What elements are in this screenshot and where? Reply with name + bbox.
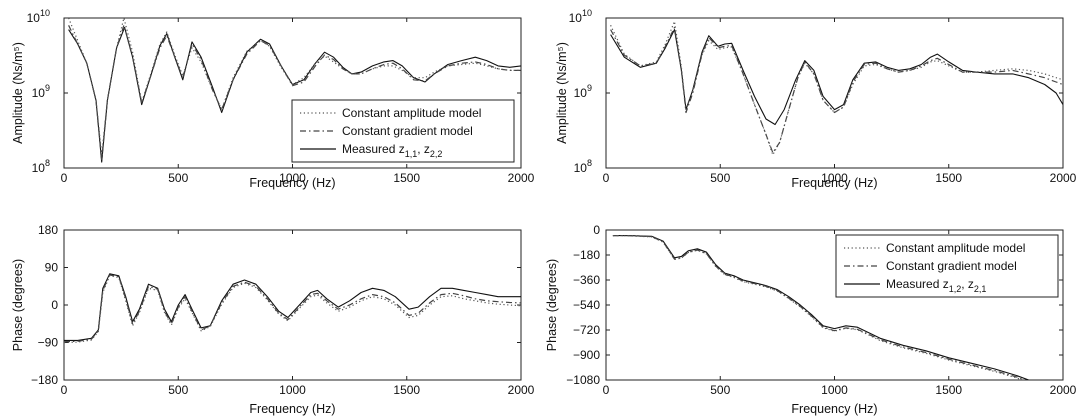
x-tick-label: 1000 bbox=[821, 171, 848, 185]
y-tick-label: −180 bbox=[31, 373, 58, 387]
y-tick-label: −720 bbox=[573, 323, 600, 337]
series-group bbox=[64, 273, 521, 344]
series-line-dotted bbox=[68, 18, 521, 156]
x-tick-label: 1500 bbox=[393, 383, 420, 397]
y-tick-label: 108 bbox=[574, 158, 592, 175]
x-tick-label: 0 bbox=[61, 171, 68, 185]
series-line-dotted bbox=[610, 20, 1063, 156]
x-axis-label: Frequency (Hz) bbox=[249, 402, 335, 416]
y-tick-label: 109 bbox=[574, 83, 592, 100]
series-line-dotted bbox=[64, 275, 521, 344]
series-line-solid bbox=[64, 273, 521, 341]
y-tick-label: −540 bbox=[573, 298, 600, 312]
x-tick-label: 2000 bbox=[1050, 383, 1077, 397]
legend-label: Constant amplitude model bbox=[342, 106, 481, 120]
chart-panel-3: 0 500 1000 1500 2000 −180 −90 0 90 180 Frequency (… bbox=[11, 223, 535, 416]
x-tick-label: 2000 bbox=[1050, 171, 1077, 185]
y-tick-label: −360 bbox=[573, 273, 600, 287]
plot-frame bbox=[605, 17, 1064, 169]
y-tick-label: 0 bbox=[593, 223, 600, 237]
y-tick-label: 109 bbox=[32, 83, 50, 100]
series-line-solid bbox=[612, 235, 1029, 380]
plot-frame bbox=[63, 229, 522, 381]
x-axis-label: Frequency (Hz) bbox=[249, 176, 335, 190]
y-tick-label: 108 bbox=[32, 158, 50, 175]
chart-panel-1: 0 500 1000 1500 2000 108 109 1010 Frequency (Hz)… bbox=[11, 8, 535, 190]
series-line-dashdot bbox=[64, 274, 521, 343]
y-axis-label: Phase (degrees) bbox=[545, 259, 559, 351]
series-group bbox=[612, 235, 1029, 380]
legend-label: Measured z1,1, z2,2 bbox=[342, 142, 442, 159]
series-group bbox=[610, 20, 1063, 156]
series-line-dotted bbox=[612, 235, 1023, 380]
x-tick-label: 0 bbox=[61, 383, 68, 397]
y-tick-label: −900 bbox=[573, 348, 600, 362]
x-tick-label: 1500 bbox=[935, 171, 962, 185]
x-axis-label: Frequency (Hz) bbox=[791, 176, 877, 190]
y-tick-label: −180 bbox=[573, 248, 600, 262]
y-tick-label: 180 bbox=[38, 223, 58, 237]
y-tick-label: 0 bbox=[51, 298, 58, 312]
x-axis-label: Frequency (Hz) bbox=[791, 402, 877, 416]
chart-panel-2: 0 500 1000 1500 2000 108 109 1010 Frequency (Hz)… bbox=[555, 8, 1077, 190]
x-tick-label: 0 bbox=[603, 383, 610, 397]
x-tick-label: 1500 bbox=[935, 383, 962, 397]
series-line-dashdot bbox=[68, 24, 521, 161]
chart-panel-4: 0 500 1000 1500 2000 0 −180 −360 −540 −720 −900 −10… bbox=[545, 223, 1077, 416]
y-axis-label: Amplitude (Ns/m⁵) bbox=[11, 42, 25, 144]
legend-label: Constant amplitude model bbox=[886, 241, 1025, 255]
x-tick-label: 2000 bbox=[508, 171, 535, 185]
series-group bbox=[68, 18, 521, 163]
x-tick-label: 0 bbox=[603, 171, 610, 185]
x-tick-label: 1000 bbox=[279, 383, 306, 397]
y-axis-label: Phase (degrees) bbox=[11, 259, 25, 351]
legend: Constant amplitude model Constant gradien… bbox=[291, 99, 515, 163]
legend-label: Constant gradient model bbox=[886, 259, 1017, 273]
x-tick-label: 2000 bbox=[508, 383, 535, 397]
y-axis-label: Amplitude (Ns/m⁵) bbox=[555, 42, 569, 144]
x-tick-label: 500 bbox=[168, 171, 188, 185]
series-line-dashdot bbox=[612, 235, 1025, 380]
y-tick-label: −1080 bbox=[566, 373, 600, 387]
x-tick-label: 1500 bbox=[393, 171, 420, 185]
x-tick-label: 500 bbox=[710, 171, 730, 185]
x-tick-label: 500 bbox=[168, 383, 188, 397]
legend: Constant amplitude model Constant gradien… bbox=[835, 234, 1059, 298]
legend-label: Measured z1,2, z2,1 bbox=[886, 277, 986, 294]
y-tick-label: 1010 bbox=[569, 8, 592, 25]
series-line-solid bbox=[610, 29, 1063, 126]
y-tick-label: −90 bbox=[38, 336, 59, 350]
y-tick-label: 1010 bbox=[27, 8, 50, 25]
y-tick-label: 90 bbox=[45, 261, 59, 275]
legend-label: Constant gradient model bbox=[342, 124, 473, 138]
x-tick-label: 1000 bbox=[821, 383, 848, 397]
x-tick-label: 500 bbox=[710, 383, 730, 397]
x-tick-label: 1000 bbox=[279, 171, 306, 185]
